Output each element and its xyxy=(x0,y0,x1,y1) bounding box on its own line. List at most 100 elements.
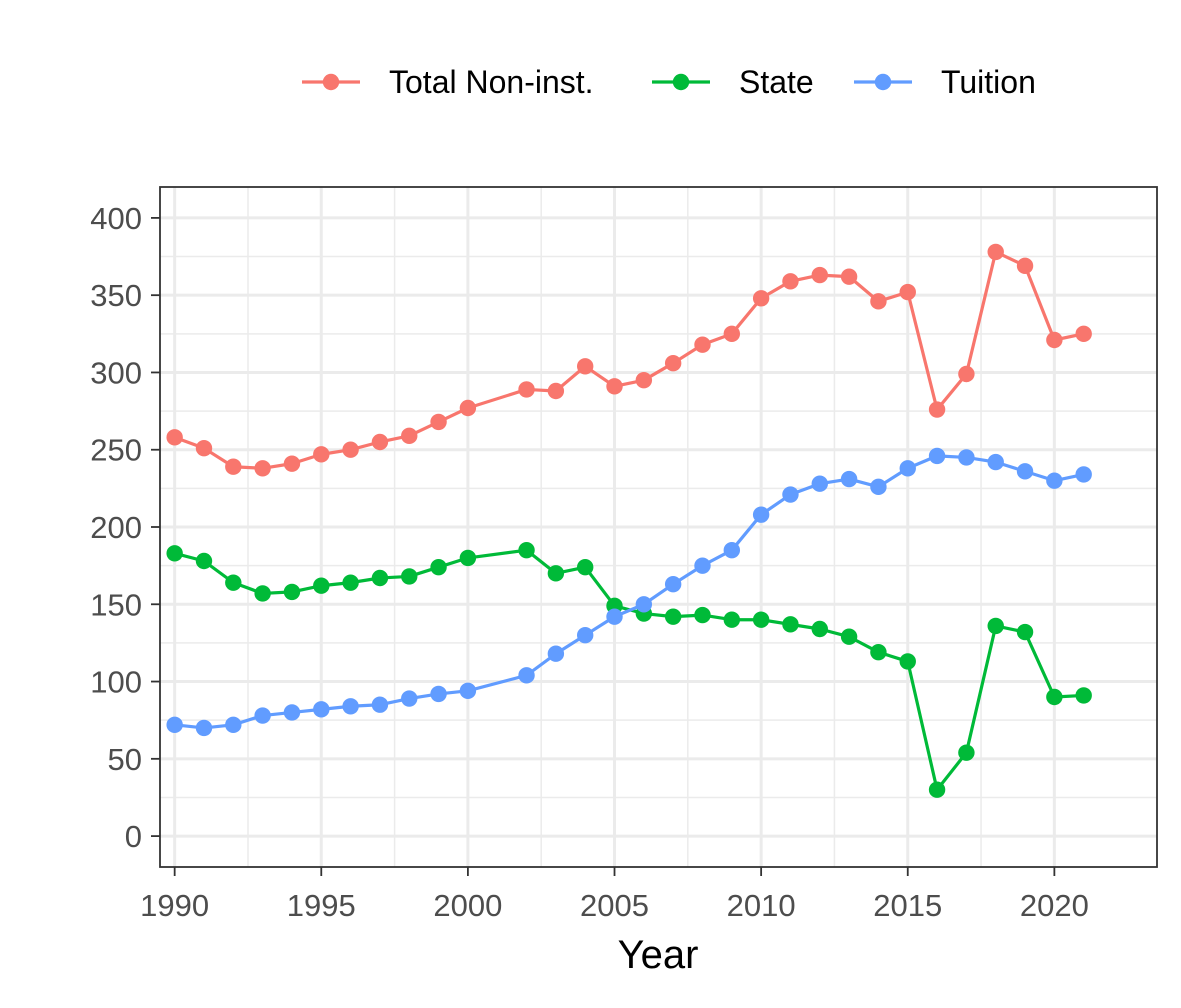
y-tick-label: 250 xyxy=(90,433,142,468)
data-point xyxy=(840,470,858,488)
x-tick-label: 1990 xyxy=(140,888,209,923)
data-point xyxy=(928,401,946,418)
data-point xyxy=(899,283,916,301)
legend-item: Tuition xyxy=(854,64,1036,100)
data-point xyxy=(664,608,682,625)
data-point xyxy=(752,506,770,523)
data-point xyxy=(371,569,389,587)
data-point xyxy=(635,371,653,389)
data-point xyxy=(1075,325,1092,343)
data-point xyxy=(1016,463,1034,480)
data-point xyxy=(342,698,359,715)
legend: Total Non-inst. State Tuition xyxy=(302,64,1036,100)
data-point xyxy=(313,577,330,594)
data-point xyxy=(723,611,741,628)
data-point xyxy=(1046,472,1063,489)
data-point xyxy=(870,478,887,496)
data-point xyxy=(958,449,975,466)
data-point xyxy=(1016,623,1034,641)
data-point xyxy=(870,643,887,661)
series-group xyxy=(166,447,1092,737)
data-point xyxy=(694,336,711,353)
y-tick-label: 50 xyxy=(108,742,142,777)
data-point xyxy=(576,358,594,375)
x-tick-label: 2000 xyxy=(433,888,502,923)
data-point xyxy=(958,744,975,761)
data-point xyxy=(283,704,301,721)
data-point xyxy=(518,381,535,398)
data-point xyxy=(401,427,418,445)
x-tick-label: 2020 xyxy=(1020,888,1089,923)
data-point xyxy=(313,446,330,463)
data-point xyxy=(459,549,477,567)
data-point xyxy=(1075,466,1092,483)
data-point xyxy=(987,617,1004,635)
y-tick-label: 300 xyxy=(90,355,142,390)
data-point xyxy=(694,606,711,624)
data-point xyxy=(371,696,389,713)
data-point xyxy=(430,413,447,431)
data-point xyxy=(342,441,359,458)
data-point xyxy=(342,574,359,591)
data-point xyxy=(723,325,741,343)
data-point xyxy=(283,455,301,472)
y-tick-label: 150 xyxy=(90,587,142,622)
x-tick-label: 2010 xyxy=(727,888,796,923)
data-point xyxy=(899,460,916,477)
data-point xyxy=(166,716,183,734)
data-point xyxy=(723,541,741,559)
data-point xyxy=(811,475,828,492)
y-tick-label: 100 xyxy=(90,665,142,700)
data-point xyxy=(606,378,623,395)
data-point xyxy=(166,429,183,446)
data-point xyxy=(547,645,565,662)
data-point xyxy=(283,583,301,601)
data-point xyxy=(401,568,418,585)
y-tick-label: 200 xyxy=(90,510,142,545)
data-point xyxy=(225,574,242,591)
y-tick-label: 400 xyxy=(90,201,142,236)
legend-key-point xyxy=(672,73,690,91)
data-point xyxy=(606,608,623,625)
data-point xyxy=(664,354,682,372)
legend-key-point xyxy=(874,73,892,91)
data-point xyxy=(840,268,858,285)
data-point xyxy=(1046,331,1063,349)
data-point xyxy=(752,611,770,628)
data-point xyxy=(254,707,271,724)
series-group xyxy=(166,243,1092,477)
x-tick-label: 2015 xyxy=(873,888,942,923)
data-point xyxy=(459,399,477,417)
data-point xyxy=(518,667,535,684)
legend-label: Total Non-inst. xyxy=(389,64,594,100)
data-point xyxy=(811,620,828,638)
data-point xyxy=(254,585,271,602)
data-point xyxy=(782,616,799,633)
data-point xyxy=(401,690,418,707)
data-point xyxy=(782,486,799,503)
data-point xyxy=(811,266,828,284)
data-point xyxy=(870,293,887,310)
data-point xyxy=(987,453,1004,471)
data-point xyxy=(430,685,447,703)
data-point xyxy=(664,575,682,593)
data-point xyxy=(635,596,653,613)
data-point xyxy=(576,626,594,644)
y-tick-label: 0 xyxy=(125,819,142,854)
data-point xyxy=(1046,688,1063,706)
data-point xyxy=(752,290,770,307)
x-tick-label: 1995 xyxy=(287,888,356,923)
data-point xyxy=(899,653,916,670)
data-point xyxy=(576,558,594,576)
data-point xyxy=(958,365,975,383)
data-point xyxy=(459,682,477,700)
legend-key-point xyxy=(322,73,340,91)
x-tick-label: 2005 xyxy=(580,888,649,923)
series-group xyxy=(166,541,1092,798)
y-tick-label: 350 xyxy=(90,278,142,313)
axes: 1990 1995 2000 2005 2010 2015 2020 0 50 100 150 200… xyxy=(90,201,1089,923)
data-point xyxy=(547,382,565,400)
data-point xyxy=(928,447,946,465)
